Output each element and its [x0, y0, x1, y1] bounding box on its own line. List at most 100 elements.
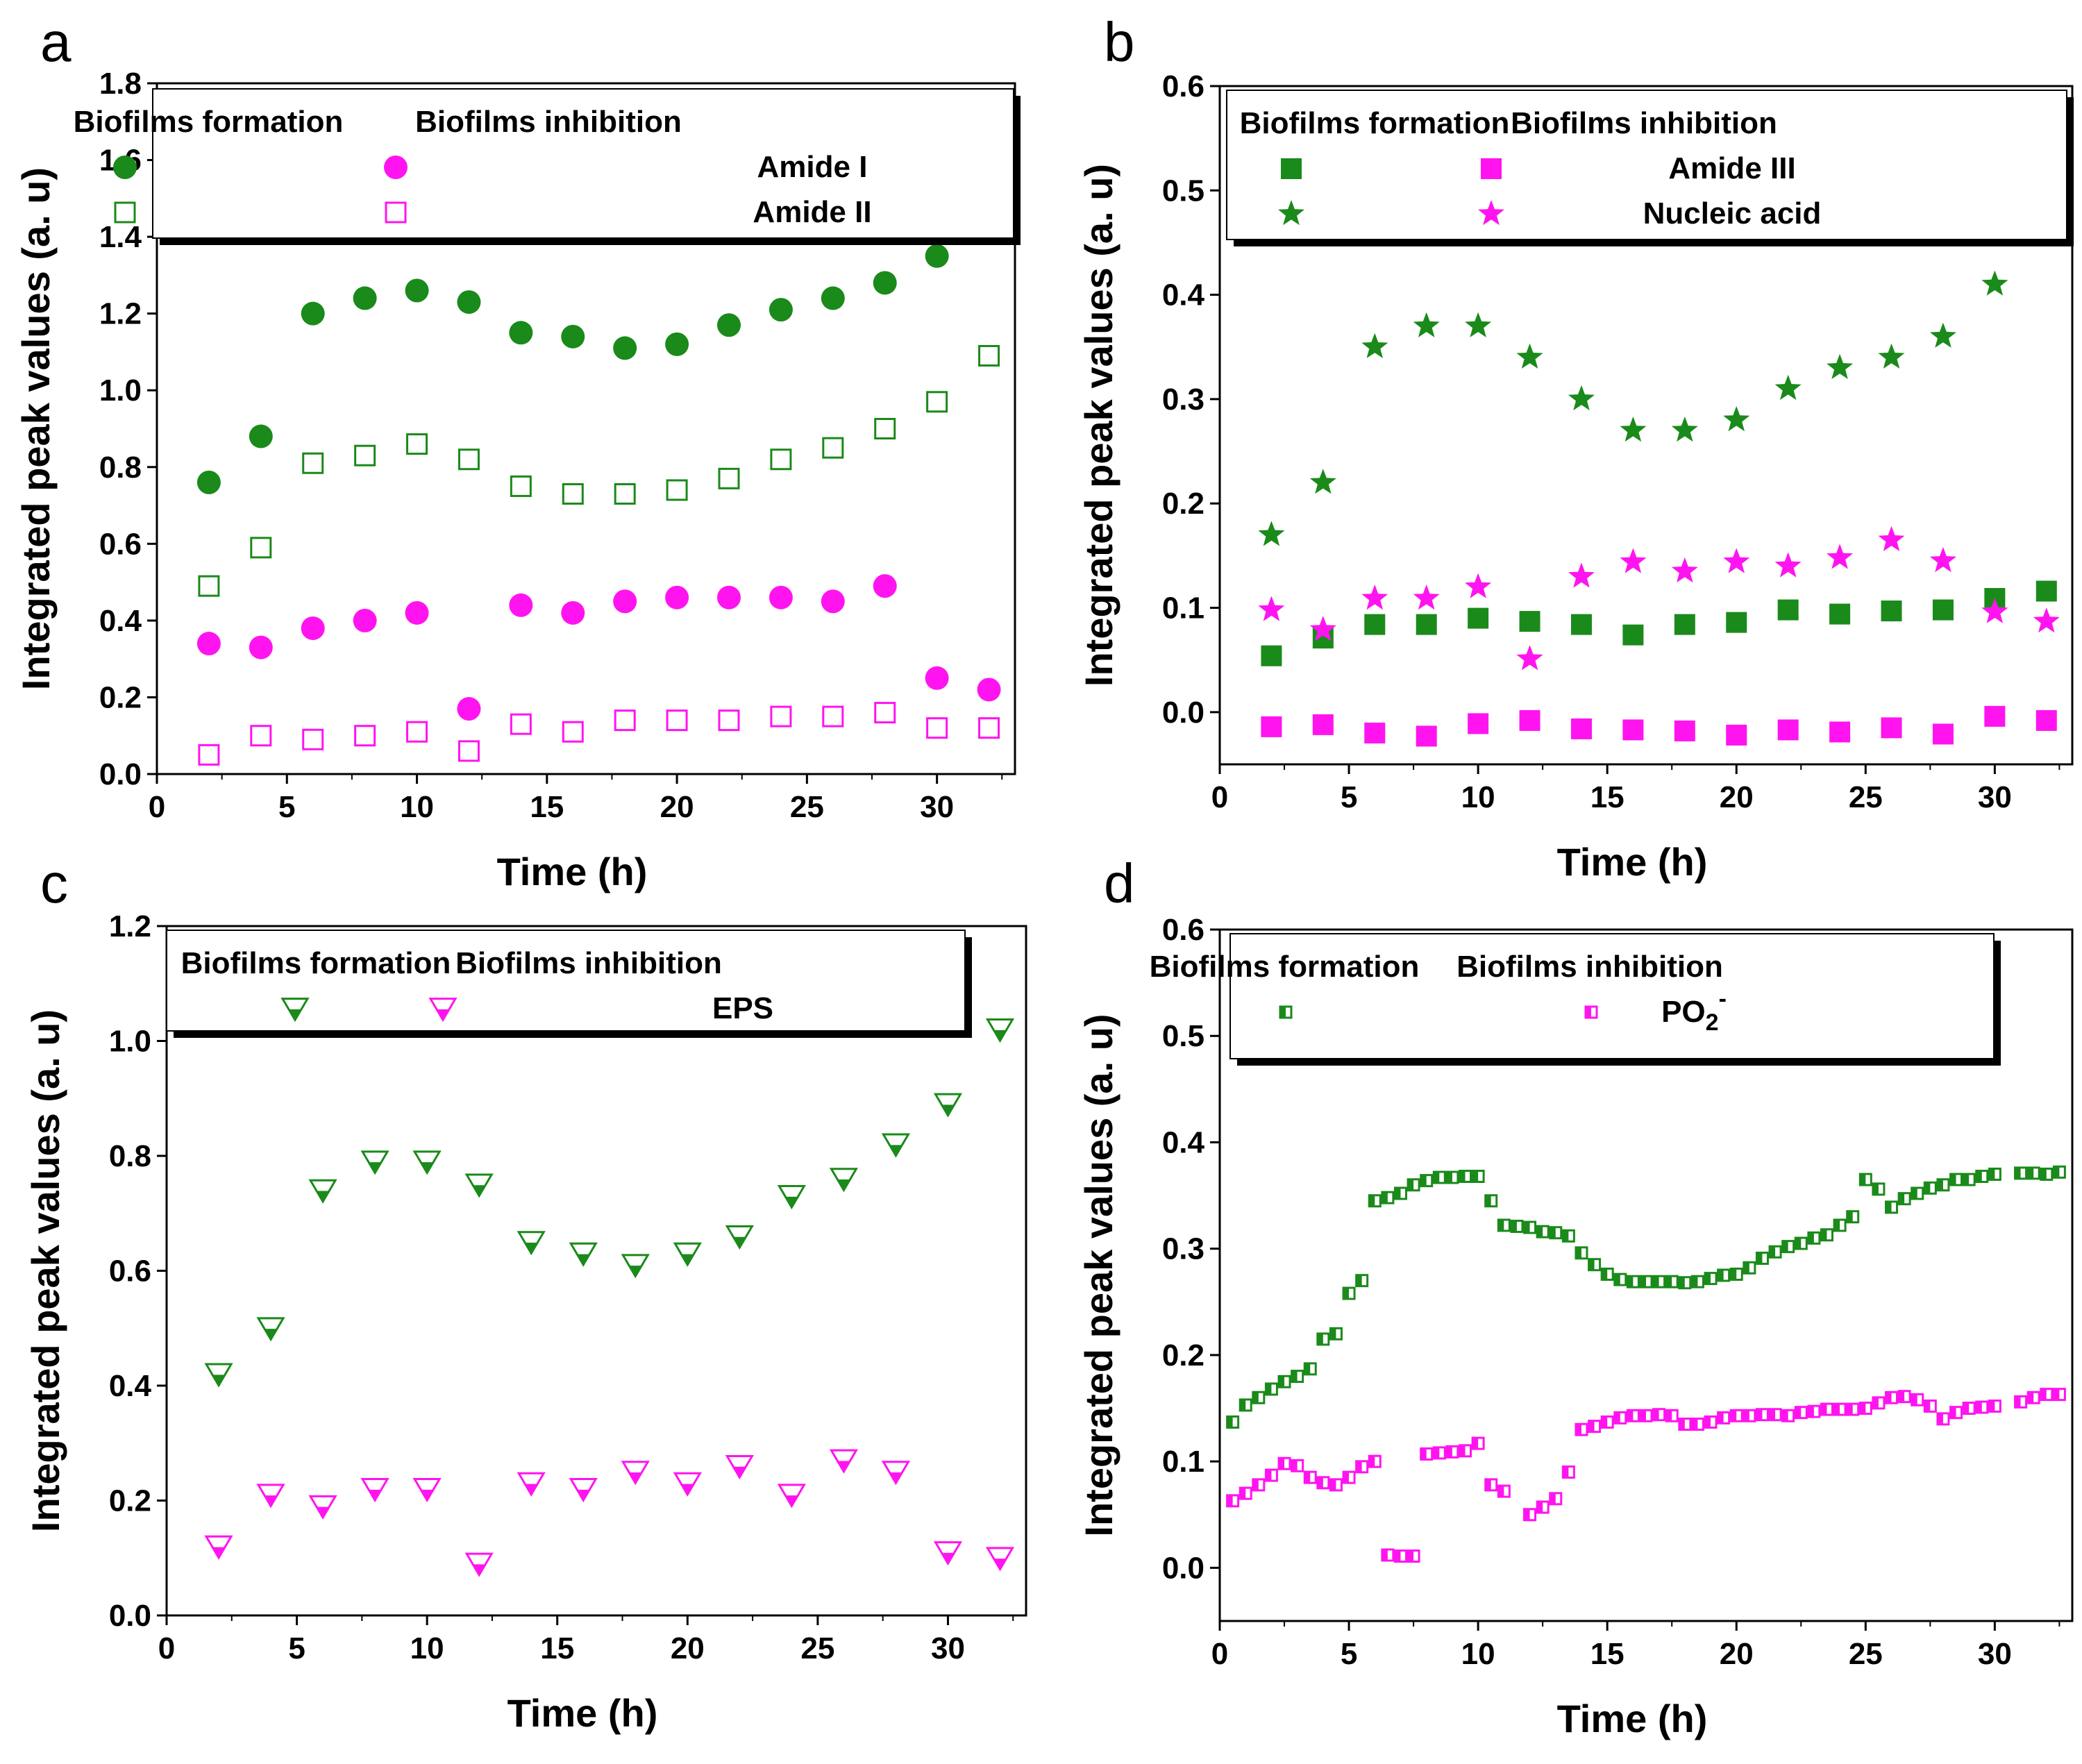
data-point	[1858, 1173, 1872, 1186]
chart-panel-d: d 0 5 10 15 20 25 30 0.0 0.1 0.2 0.3 0.4 0.5 0.6 Time (…	[1077, 852, 2074, 1740]
data-point	[2035, 580, 2057, 602]
data-point	[977, 678, 1001, 702]
data-point	[1264, 1382, 1278, 1396]
data-point	[1897, 1390, 1911, 1404]
data-point	[1471, 1436, 1485, 1450]
data-point	[1622, 719, 1644, 741]
data-point	[1361, 333, 1388, 358]
x-tick-label: 30	[1978, 780, 2012, 814]
data-point	[1561, 1229, 1575, 1243]
series-formation-1	[1261, 580, 2057, 666]
data-point	[1652, 1275, 1666, 1288]
data-point	[405, 278, 429, 303]
panel-letter: b	[1104, 11, 1135, 73]
legend-label: Nucleic acid	[1643, 196, 1822, 230]
legend: Biofilms formation Biofilms inhibitionPO2…	[1150, 933, 2001, 1066]
data-point	[1516, 343, 1543, 369]
x-tick-label: 0	[158, 1631, 175, 1665]
data-point	[1962, 1402, 1976, 1416]
legend-header-formation: Biofilms formation	[1240, 106, 1510, 140]
data-point	[1575, 1422, 1588, 1436]
data-point	[1923, 1181, 1937, 1195]
data-point	[1690, 1275, 1704, 1288]
data-point	[1936, 1412, 1950, 1426]
x-tick-label: 15	[1590, 1637, 1625, 1671]
legend-box	[152, 88, 1014, 239]
data-point	[1484, 1194, 1498, 1208]
series-formation-1	[198, 344, 1000, 597]
data-point	[308, 1495, 337, 1520]
data-point	[725, 1225, 754, 1250]
data-point	[1829, 721, 1851, 743]
legend-superscript: -	[1719, 986, 1727, 1012]
data-point	[1536, 1225, 1550, 1238]
data-point	[1416, 614, 1437, 635]
data-point	[256, 1317, 285, 1342]
data-point	[1620, 417, 1647, 442]
x-tick-label: 25	[790, 790, 824, 824]
data-point	[561, 600, 585, 625]
data-point	[1510, 1220, 1524, 1234]
data-point	[2040, 1388, 2054, 1402]
legend-header-formation: Biofilms formation	[181, 946, 451, 980]
x-axis-label: Time (h)	[1557, 840, 1708, 884]
x-tick-label: 20	[660, 790, 694, 824]
data-point	[1497, 1484, 1511, 1498]
data-point	[1258, 596, 1285, 621]
data-point	[301, 301, 325, 326]
y-tick-label: 0.5	[1162, 174, 1204, 208]
data-point	[1355, 1460, 1369, 1474]
data-point	[1303, 1470, 1317, 1484]
data-point	[510, 713, 532, 735]
data-point	[925, 666, 949, 690]
data-point	[1407, 1178, 1420, 1192]
chart-panel-b: b 0 5 10 15 20 25 30 0.0 0.1 0.2 0.3 0.4 0.5 0.6 Time (…	[1077, 11, 2074, 884]
data-point	[353, 286, 377, 310]
data-point	[1622, 624, 1644, 646]
y-axis-label: Integrated peak values (a. u)	[24, 1009, 67, 1532]
data-point	[196, 632, 221, 656]
series-inhibition-2	[1258, 526, 2060, 671]
data-point	[666, 479, 688, 501]
x-tick-label: 0	[1211, 1637, 1228, 1671]
data-point	[1923, 1399, 1937, 1413]
data-point	[881, 1461, 911, 1486]
data-point	[204, 1363, 233, 1388]
data-point	[1309, 469, 1336, 494]
legend-marker-formation	[280, 998, 310, 1023]
panel-letter: d	[1104, 852, 1135, 914]
y-axis-label: Integrated peak values (a. u)	[1077, 164, 1120, 687]
data-point	[354, 725, 376, 747]
y-tick-label: 1.0	[99, 373, 142, 408]
data-point	[1665, 1275, 1679, 1288]
data-point	[1588, 1258, 1602, 1272]
chart-panel-a: a0510152025300.00.20.40.60.81.01.21.41.6…	[14, 11, 1021, 893]
data-point	[405, 600, 429, 625]
y-tick-label: 0.2	[1162, 487, 1204, 521]
data-point	[249, 424, 273, 448]
data-point	[1549, 1226, 1563, 1240]
data-point	[457, 448, 480, 471]
x-tick-label: 25	[1849, 780, 1883, 814]
data-point	[353, 608, 377, 632]
data-point	[1665, 1409, 1679, 1422]
legend-label: EPS	[712, 991, 773, 1025]
data-point	[509, 321, 533, 345]
y-tick-label: 0.3	[1162, 383, 1204, 417]
data-point	[1516, 645, 1543, 671]
data-point	[562, 721, 584, 743]
data-point	[509, 593, 533, 617]
y-tick-label: 1.4	[99, 220, 142, 254]
y-tick-label: 0.4	[1162, 278, 1205, 312]
data-point	[2040, 1167, 2054, 1181]
data-point	[510, 475, 532, 497]
data-point	[1639, 1409, 1653, 1422]
data-point	[1929, 546, 1956, 573]
data-point	[1881, 600, 1902, 622]
data-point	[614, 709, 636, 732]
y-tick-label: 0.0	[109, 1599, 151, 1633]
data-point	[1755, 1251, 1769, 1265]
data-point	[517, 1231, 546, 1256]
legend-marker-inhibition	[385, 201, 407, 224]
data-point	[1975, 1400, 1989, 1414]
